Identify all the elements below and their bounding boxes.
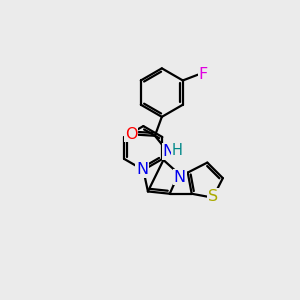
Text: F: F — [198, 67, 208, 82]
Text: S: S — [208, 189, 218, 204]
Text: O: O — [125, 127, 138, 142]
Text: H: H — [172, 143, 183, 158]
Text: N: N — [136, 162, 148, 177]
Text: N: N — [163, 144, 175, 159]
Text: N: N — [174, 170, 186, 185]
